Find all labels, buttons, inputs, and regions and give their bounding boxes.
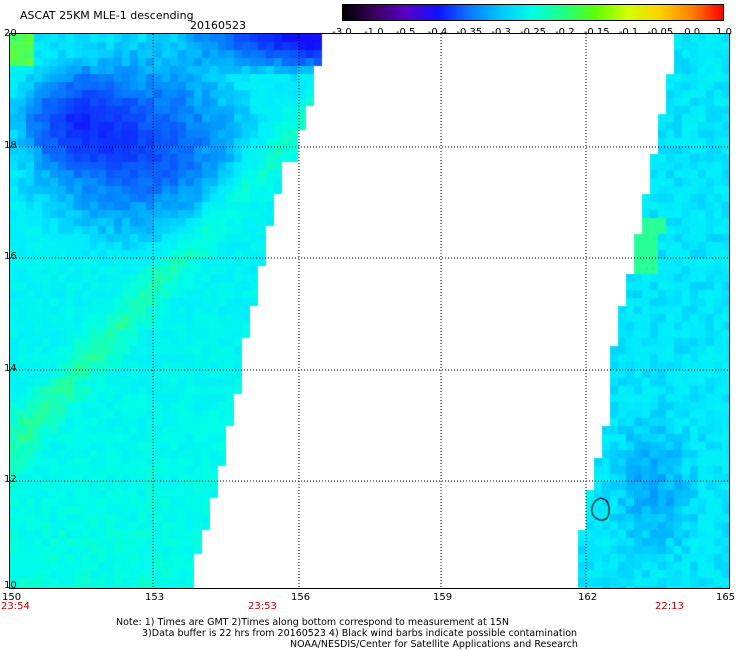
note-line-1: Note: 1) Times are GMT 2)Times along bot…: [116, 617, 509, 628]
lat-tick-18: 18: [4, 140, 17, 151]
colorbar-label: -0.15: [584, 28, 610, 38]
colorbar-gradient: [343, 5, 723, 20]
lon-tick-156: 156: [291, 592, 311, 603]
lat-tick-14: 14: [4, 363, 17, 374]
lon-tick-159: 159: [433, 592, 453, 603]
colorbar-label: -0.5: [396, 28, 416, 38]
note-line-2: 3)Data buffer is 22 hrs from 20160523 4)…: [142, 628, 578, 639]
product-date: 20160523: [190, 19, 246, 32]
graticule: [10, 34, 729, 588]
lon-tick-165: 165: [716, 592, 736, 603]
colorbar-label: -0.35: [456, 28, 482, 38]
lon-tick-150: 150: [2, 592, 22, 603]
colorbar-label: -3.0: [332, 28, 352, 38]
colorbar-label: -0.1: [619, 28, 639, 38]
colorbar-label: 1.0: [716, 28, 732, 38]
colorbar-label: -0.3: [491, 28, 511, 38]
map-frame: [9, 33, 730, 589]
lon-tick-153: 153: [145, 592, 165, 603]
colorbar-label: -0.05: [647, 28, 673, 38]
colorbar-label: -0.4: [428, 28, 448, 38]
time-label-middle: 23:53: [248, 601, 277, 612]
product-title: ASCAT 25KM MLE-1 descending: [20, 9, 194, 22]
wind-field-map: [10, 34, 729, 588]
time-label-left: 23:54: [1, 601, 30, 612]
lat-tick-10: 10: [4, 580, 17, 591]
lon-tick-162: 162: [578, 592, 598, 603]
colorbar-label: 0.0: [684, 28, 700, 38]
colorbar: [342, 4, 724, 21]
lat-tick-12: 12: [4, 474, 17, 485]
lat-tick-20: 20: [4, 28, 17, 39]
note-line-3: NOAA/NESDIS/Center for Satellite Applica…: [290, 639, 578, 650]
colorbar-label: -0.2: [555, 28, 575, 38]
lat-tick-16: 16: [4, 251, 17, 262]
time-label-right: 22:13: [655, 601, 684, 612]
colorbar-label: -1.0: [364, 28, 384, 38]
colorbar-label: -0.25: [520, 28, 546, 38]
